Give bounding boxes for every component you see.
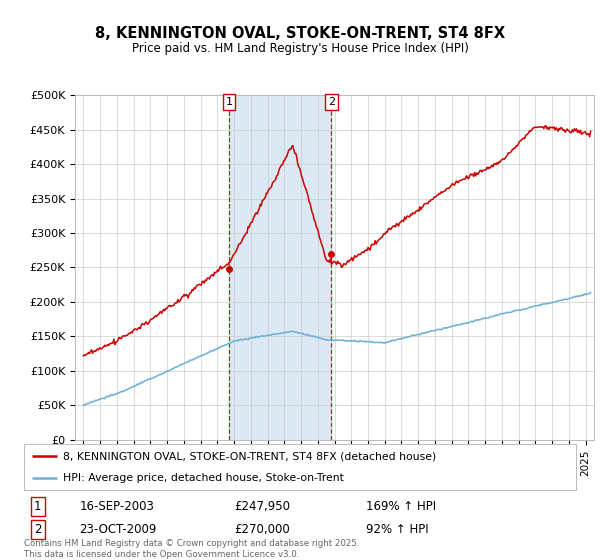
Text: 1: 1 xyxy=(34,500,41,513)
Text: £247,950: £247,950 xyxy=(234,500,290,513)
Text: Contains HM Land Registry data © Crown copyright and database right 2025.
This d: Contains HM Land Registry data © Crown c… xyxy=(24,539,359,559)
Text: 2: 2 xyxy=(328,97,335,107)
Text: 8, KENNINGTON OVAL, STOKE-ON-TRENT, ST4 8FX: 8, KENNINGTON OVAL, STOKE-ON-TRENT, ST4 … xyxy=(95,26,505,41)
Text: 16-SEP-2003: 16-SEP-2003 xyxy=(79,500,154,513)
Text: 8, KENNINGTON OVAL, STOKE-ON-TRENT, ST4 8FX (detached house): 8, KENNINGTON OVAL, STOKE-ON-TRENT, ST4 … xyxy=(62,451,436,461)
Text: £270,000: £270,000 xyxy=(234,523,290,536)
Text: 2: 2 xyxy=(34,523,41,536)
Text: 1: 1 xyxy=(226,97,233,107)
Text: 23-OCT-2009: 23-OCT-2009 xyxy=(79,523,157,536)
Bar xyxy=(229,95,331,440)
Text: Price paid vs. HM Land Registry's House Price Index (HPI): Price paid vs. HM Land Registry's House … xyxy=(131,42,469,55)
Text: HPI: Average price, detached house, Stoke-on-Trent: HPI: Average price, detached house, Stok… xyxy=(62,473,344,483)
Text: 92% ↑ HPI: 92% ↑ HPI xyxy=(366,523,429,536)
Text: 169% ↑ HPI: 169% ↑ HPI xyxy=(366,500,436,513)
